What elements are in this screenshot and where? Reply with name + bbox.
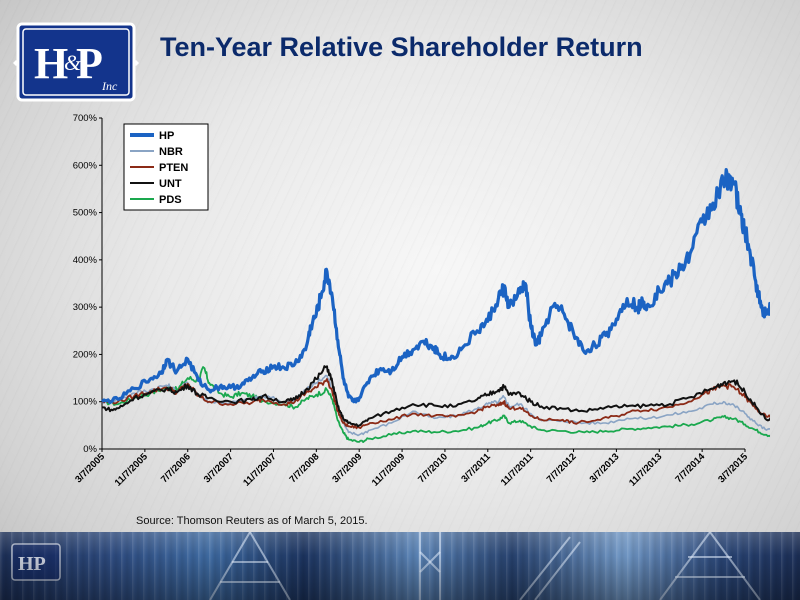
rig-structure-graphic <box>209 532 761 600</box>
x-tick-label: 7/7/2012 <box>545 451 579 485</box>
legend-label: PTEN <box>159 162 188 174</box>
x-tick-label: 3/7/2011 <box>459 451 493 485</box>
y-tick-label: 500% <box>73 208 98 219</box>
svg-text:P: P <box>76 39 103 88</box>
slide-title: Ten-Year Relative Shareholder Return <box>160 32 643 62</box>
legend-label: HP <box>159 130 174 142</box>
footer-texture <box>0 532 800 600</box>
y-tick-label: 400% <box>73 255 98 266</box>
x-tick-label: 7/7/2014 <box>673 451 707 485</box>
y-tick-label: 300% <box>73 302 98 313</box>
x-tick-label: 3/7/2005 <box>73 451 107 485</box>
series-line-pds <box>101 366 770 443</box>
y-tick-label: 100% <box>73 397 98 408</box>
x-tick-label: 11/7/2011 <box>499 451 536 488</box>
svg-text:H: H <box>34 39 68 88</box>
relative-return-chart: 0%100%200%300%400%500%600%700%3/7/2005 11… <box>73 113 770 489</box>
y-tick-label: 0% <box>83 444 97 455</box>
svg-text:&: & <box>64 50 82 75</box>
source-note: Source: Thomson Reuters as of March 5, 2… <box>136 515 368 527</box>
x-tick-label: 7/7/2010 <box>416 451 450 485</box>
series-line-hp <box>100 168 770 405</box>
x-tick-label: 11/7/2009 <box>370 451 407 488</box>
footer-shade <box>0 532 800 600</box>
legend-label: UNT <box>159 178 182 190</box>
x-tick-label: 11/7/2013 <box>627 451 664 488</box>
x-tick-label: 3/7/2007 <box>202 451 236 485</box>
svg-text:Inc: Inc <box>101 79 118 93</box>
x-tick-label: 3/7/2009 <box>330 451 364 485</box>
y-tick-label: 200% <box>73 349 98 360</box>
x-tick-label: 3/7/2013 <box>588 451 622 485</box>
footer-hp-logo: HP <box>11 543 61 581</box>
series-line-unt <box>102 365 770 428</box>
svg-text:HP: HP <box>18 553 46 575</box>
y-tick-label: 600% <box>73 160 98 171</box>
x-tick-label: 7/7/2008 <box>288 451 322 485</box>
x-tick-label: 7/7/2006 <box>159 451 193 485</box>
y-tick-label: 700% <box>73 113 98 124</box>
legend-label: NBR <box>159 146 183 158</box>
legend-label: PDS <box>159 194 182 206</box>
x-tick-label: 3/7/2015 <box>716 451 750 485</box>
hp-logo: H P & Inc <box>13 22 139 102</box>
x-tick-label: 11/7/2007 <box>241 451 278 488</box>
x-tick-label: 11/7/2005 <box>113 451 151 489</box>
footer-banner: HP <box>0 532 800 600</box>
